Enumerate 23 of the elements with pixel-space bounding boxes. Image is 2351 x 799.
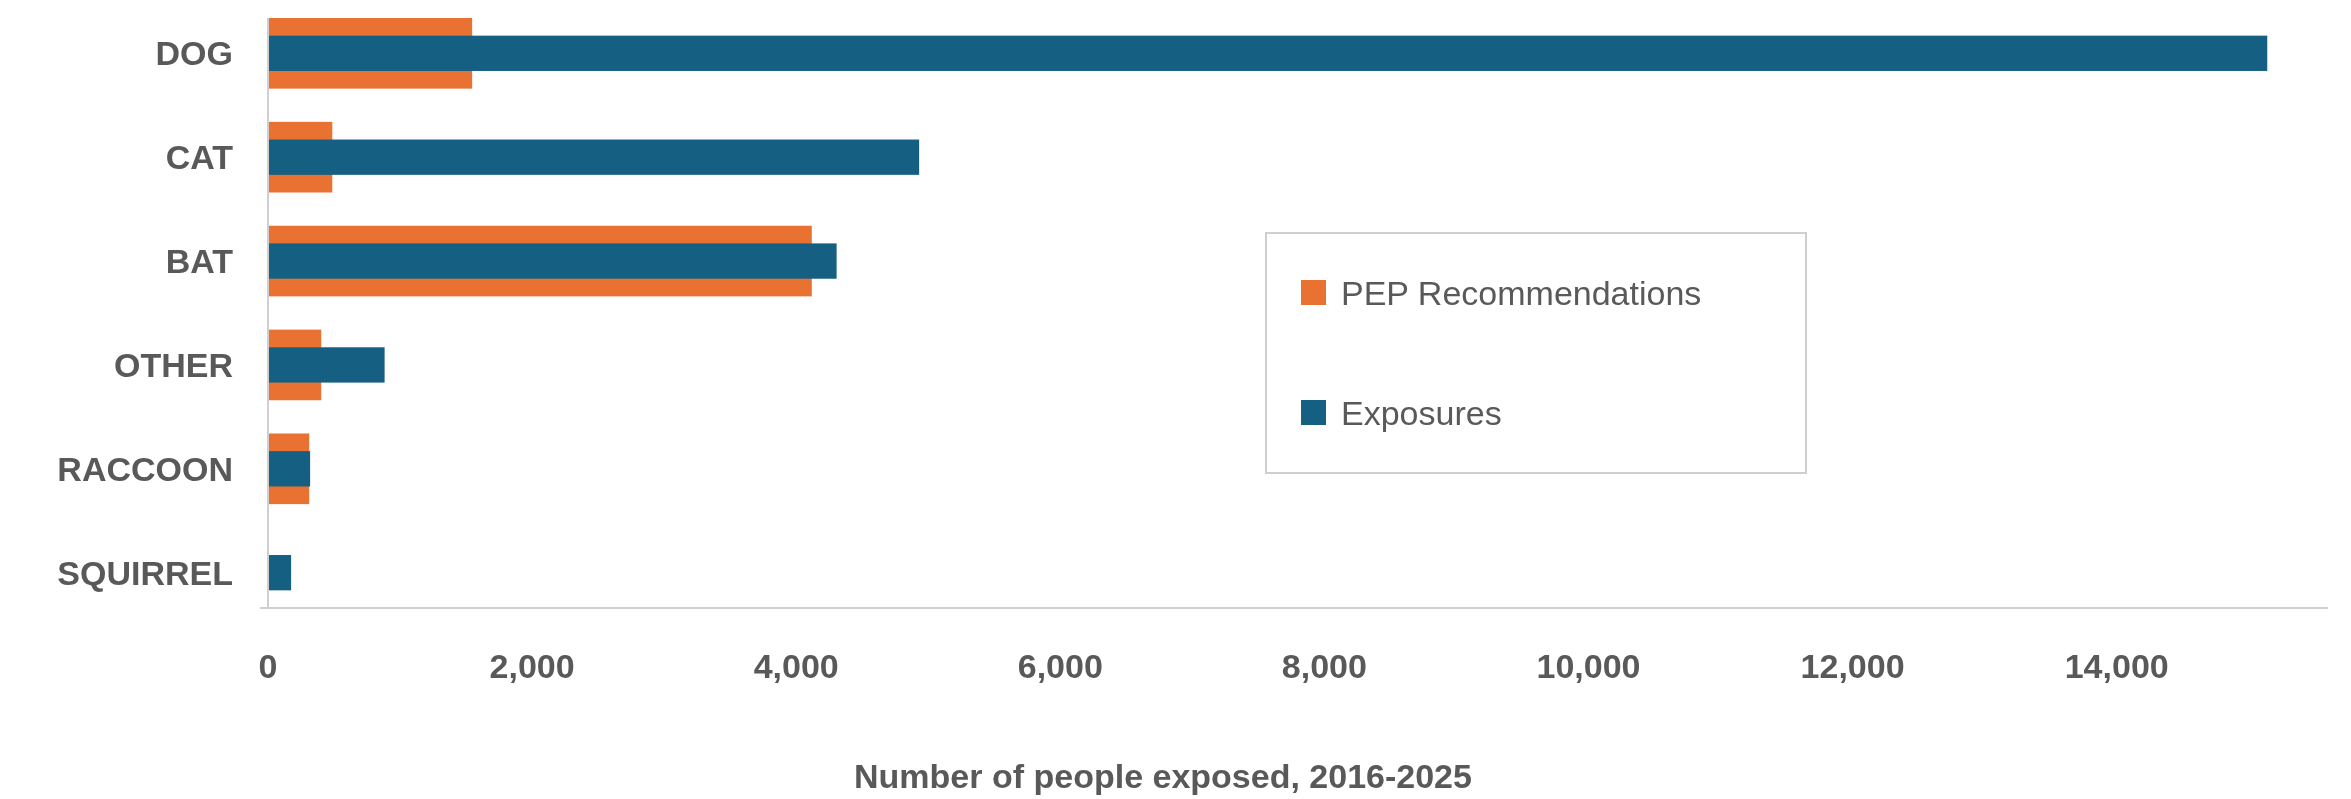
y-tick-label: DOG: [155, 34, 233, 73]
x-axis-title: Number of people exposed, 2016-2025: [854, 757, 1472, 795]
x-tick-label: 0: [258, 647, 278, 685]
x-tick-label: 12,000: [1800, 647, 1905, 685]
y-tick-label: SQUIRREL: [57, 553, 233, 592]
y-tick-label: RACCOON: [57, 449, 233, 488]
x-tick-label: 4,000: [753, 647, 839, 685]
bar: [268, 139, 920, 175]
y-tick-label: BAT: [165, 241, 234, 280]
legend-label: PEP Recommendations: [1341, 273, 1702, 312]
x-tick-label: 2,000: [489, 647, 575, 685]
x-tick-label: 10,000: [1536, 647, 1641, 685]
legend-label: Exposures: [1341, 393, 1502, 432]
bar: [268, 347, 385, 383]
x-tick-label: 6,000: [1017, 647, 1103, 685]
bar: [268, 35, 2268, 71]
bar: [268, 451, 311, 487]
bar: [268, 243, 837, 279]
y-tick-label: OTHER: [114, 345, 233, 384]
x-tick-label: 14,000: [2064, 647, 2169, 685]
x-tick-label: 8,000: [1281, 647, 1367, 685]
bar: [268, 555, 292, 591]
y-tick-label: CAT: [165, 138, 234, 177]
